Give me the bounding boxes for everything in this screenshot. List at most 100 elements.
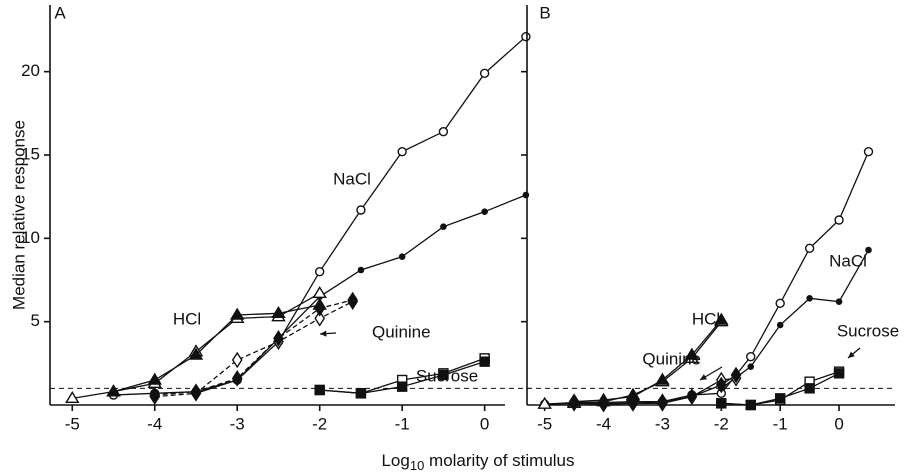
series-line bbox=[574, 374, 737, 404]
series-line bbox=[154, 299, 353, 396]
data-point bbox=[357, 266, 365, 274]
data-point bbox=[231, 370, 243, 387]
panel-label: B bbox=[539, 3, 550, 22]
x-label-subscript: 10 bbox=[410, 458, 424, 473]
data-point bbox=[188, 347, 204, 360]
series-line bbox=[154, 301, 353, 398]
data-point bbox=[65, 390, 80, 404]
data-point bbox=[314, 310, 326, 327]
series-line bbox=[720, 249, 870, 389]
x-tick-label: -3 bbox=[655, 414, 670, 433]
annotation: HCl bbox=[173, 309, 201, 328]
data-point bbox=[715, 376, 727, 394]
data-point bbox=[190, 383, 202, 400]
x-tick-label: -4 bbox=[596, 414, 611, 433]
data-point bbox=[804, 383, 815, 394]
data-point bbox=[396, 381, 408, 392]
data-point bbox=[229, 307, 245, 320]
data-point bbox=[312, 285, 327, 299]
y-tick-label: 15 bbox=[21, 144, 40, 163]
data-point bbox=[865, 246, 872, 254]
data-point bbox=[537, 396, 552, 409]
data-point bbox=[440, 223, 447, 230]
data-point bbox=[273, 330, 284, 347]
data-point bbox=[686, 388, 698, 405]
data-point bbox=[398, 253, 406, 260]
arrow-head bbox=[700, 374, 707, 380]
arrow-head bbox=[320, 330, 327, 337]
data-point bbox=[714, 312, 729, 325]
data-point bbox=[356, 205, 366, 215]
data-point bbox=[314, 300, 326, 317]
data-point bbox=[657, 393, 668, 410]
data-point bbox=[745, 399, 756, 411]
series-line bbox=[544, 151, 870, 405]
data-point bbox=[835, 298, 843, 305]
data-point bbox=[438, 369, 449, 381]
x-tick-label: -4 bbox=[147, 414, 162, 433]
data-point bbox=[147, 372, 162, 385]
x-tick-label: 0 bbox=[480, 414, 489, 433]
annotation: HCl bbox=[692, 309, 720, 328]
data-point bbox=[231, 351, 243, 369]
annotation: Quinine bbox=[642, 349, 701, 368]
series-line bbox=[195, 194, 527, 394]
y-tick-label: 10 bbox=[21, 228, 40, 247]
series-line bbox=[574, 319, 722, 403]
annotation: NaCl bbox=[333, 169, 371, 188]
x-tick-label: -2 bbox=[714, 414, 729, 433]
data-point bbox=[863, 146, 874, 157]
data-point bbox=[774, 393, 786, 404]
data-point bbox=[598, 395, 609, 412]
data-point bbox=[776, 321, 784, 329]
x-label-part: Log bbox=[381, 451, 409, 470]
data-point bbox=[747, 363, 755, 370]
x-tick-label: -2 bbox=[312, 414, 327, 433]
x-tick-label: -3 bbox=[230, 414, 245, 433]
x-tick-label: -1 bbox=[773, 414, 788, 433]
data-point bbox=[804, 243, 815, 254]
annotation: Sucrose bbox=[837, 321, 899, 340]
y-tick-label: 5 bbox=[31, 311, 40, 330]
data-point bbox=[627, 395, 639, 412]
data-point bbox=[314, 384, 325, 396]
x-tick-label: 0 bbox=[834, 414, 843, 433]
annotation: Quinine bbox=[372, 322, 431, 341]
x-tick-label: -5 bbox=[537, 414, 552, 433]
x-tick-label: -5 bbox=[65, 414, 80, 433]
data-point bbox=[684, 347, 700, 360]
data-point bbox=[834, 215, 844, 225]
y-tick-label: 20 bbox=[21, 61, 40, 80]
data-point bbox=[730, 366, 742, 384]
data-point bbox=[716, 398, 727, 409]
data-point bbox=[314, 266, 325, 277]
data-point bbox=[655, 372, 670, 385]
data-point bbox=[479, 68, 490, 79]
arrow-head bbox=[848, 351, 855, 358]
data-point bbox=[746, 351, 756, 362]
annotation: NaCl bbox=[829, 251, 867, 270]
panel-label: A bbox=[54, 3, 66, 22]
series-line bbox=[113, 36, 527, 396]
data-point bbox=[271, 305, 286, 319]
x-tick-label: -1 bbox=[395, 414, 410, 433]
x-axis-label: Log10 molarity of stimulus bbox=[381, 451, 574, 473]
data-point bbox=[806, 295, 813, 302]
data-point bbox=[568, 393, 580, 410]
data-point bbox=[481, 208, 488, 215]
data-point bbox=[833, 368, 845, 379]
x-label-part: molarity of stimulus bbox=[424, 451, 574, 470]
data-point bbox=[438, 126, 449, 137]
data-point bbox=[521, 31, 531, 42]
data-point bbox=[397, 146, 407, 157]
data-point bbox=[347, 291, 359, 309]
data-point bbox=[106, 384, 121, 397]
y-axis-label: Median relative response bbox=[9, 120, 28, 310]
data-point bbox=[775, 298, 785, 309]
data-point bbox=[149, 386, 161, 404]
data-point bbox=[355, 388, 367, 399]
annotation: Sucrose bbox=[416, 366, 478, 385]
series-line bbox=[113, 304, 320, 393]
data-point bbox=[479, 356, 490, 367]
